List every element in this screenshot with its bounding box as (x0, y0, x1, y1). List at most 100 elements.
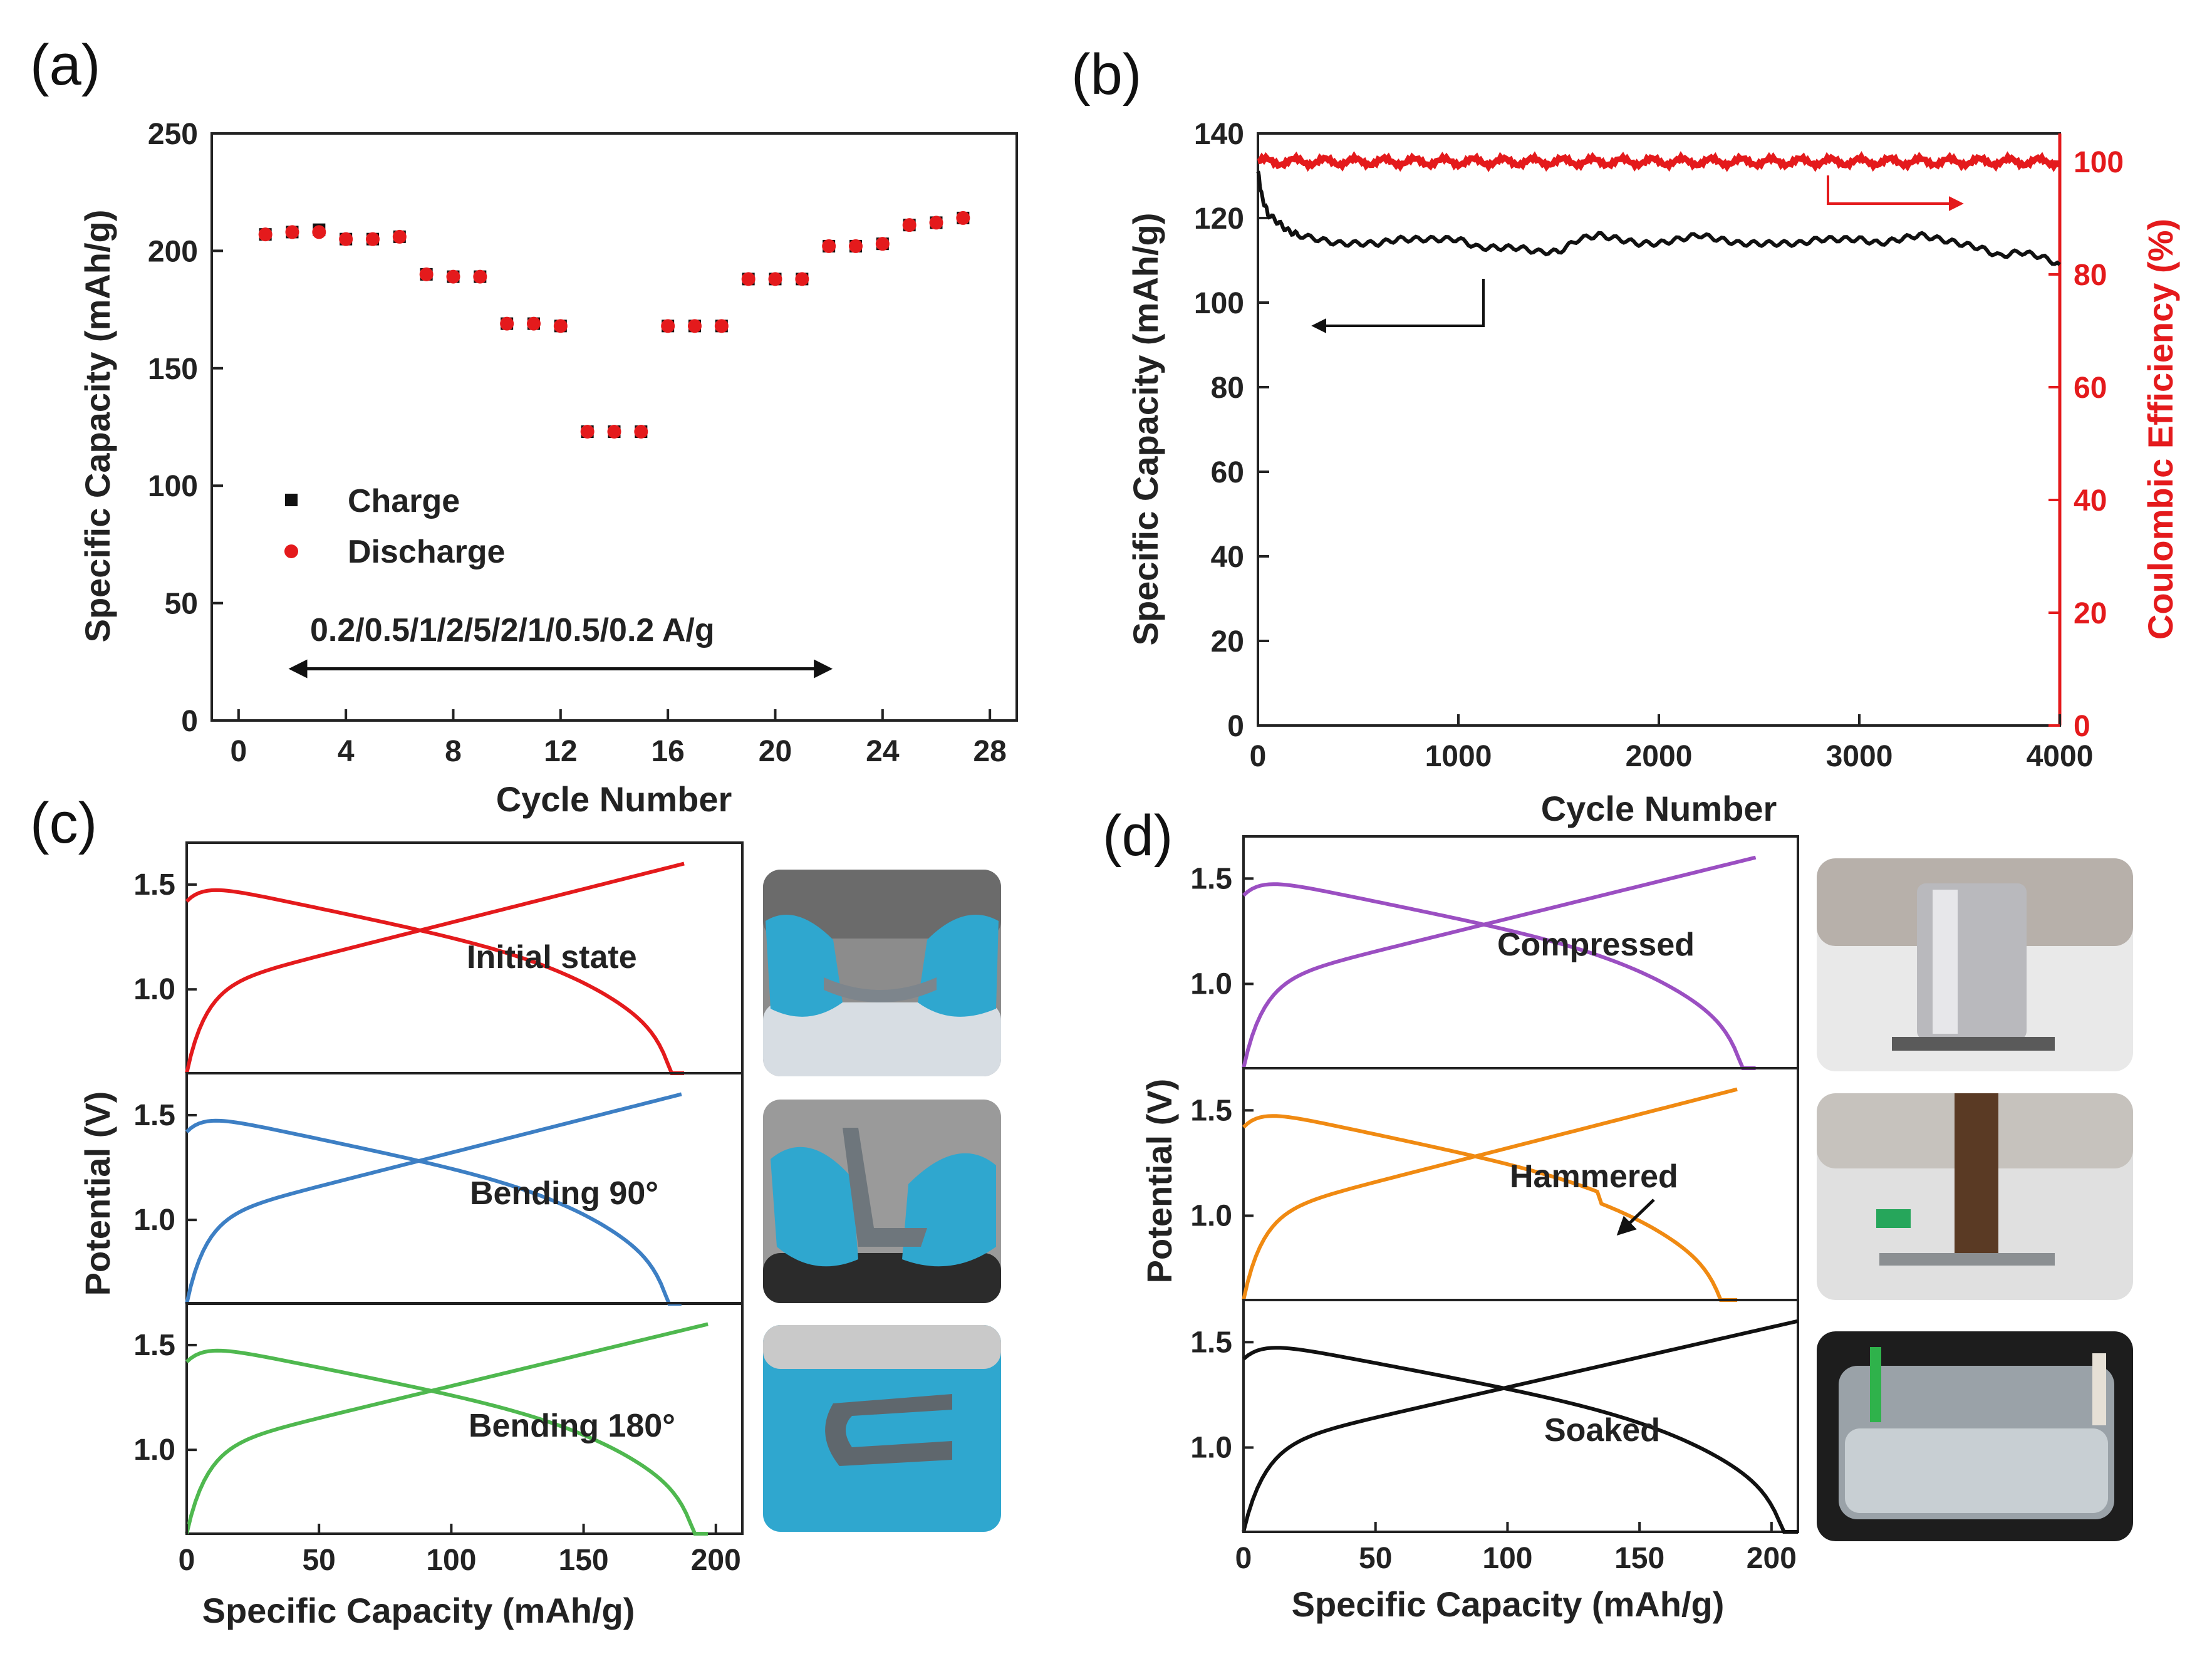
label-initial-state: Initial state (467, 939, 637, 975)
panel-d-subplot-hammered: 1.0 1.5 (1190, 1067, 1799, 1302)
panel-c-subplot-initial: 1.0 1.5 (133, 841, 744, 1075)
photo-initial-state (763, 870, 1001, 1076)
discharge-point (285, 225, 299, 239)
x-tick-label: 24 (866, 735, 900, 768)
discharge-point (822, 239, 836, 253)
y-tick-label: 250 (148, 118, 198, 151)
charge-curve (185, 1092, 682, 1304)
subplot-frame (185, 841, 744, 1074)
hammered-kink-arrow (1616, 1199, 1655, 1236)
discharge-point (607, 424, 621, 439)
discharge-point (500, 316, 514, 331)
panel-label-d: (d) (1103, 804, 1173, 868)
panel-b-frame (1257, 132, 2061, 727)
discharge-point (849, 239, 863, 253)
right-y-tick-label: 80 (2074, 259, 2107, 292)
y-tick-label: 0 (1227, 710, 1244, 743)
charge-curve (1242, 1087, 1738, 1301)
panel-label-b: (b) (1071, 43, 1141, 107)
x-tick-label: 50 (302, 1544, 335, 1577)
y-tick-label: 40 (1211, 541, 1244, 574)
discharge-point (312, 225, 326, 239)
panel-a-y-title: Specific Capacity (mAh/g) (78, 210, 117, 643)
discharge-point (768, 272, 782, 286)
y-tick-label: 200 (148, 235, 198, 268)
discharge-point (392, 229, 407, 244)
label-hammered: Hammered (1510, 1158, 1678, 1195)
y-tick-label: 1.0 (1190, 1431, 1232, 1464)
discharge-point (741, 272, 756, 286)
photo-hammered (1817, 1093, 2133, 1300)
x-tick-label: 12 (544, 735, 577, 768)
panel-b-y-ticks: 0 20 40 60 80 100 120 140 (1194, 118, 1269, 743)
y-tick-label: 140 (1194, 118, 1244, 151)
x-tick-label: 150 (559, 1544, 609, 1577)
x-tick-label: 0 (1235, 1542, 1252, 1575)
discharge-point (929, 216, 943, 230)
panel-a-x-ticks: 0 4 8 12 16 20 24 28 (230, 709, 1007, 768)
panel-c-x-title: Specific Capacity (mAh/g) (202, 1591, 635, 1630)
y-tick-label: 1.5 (1190, 862, 1232, 895)
y-tick-label: 50 (165, 588, 198, 621)
discharge-point (661, 319, 675, 333)
y-tick-label: 1.5 (133, 1329, 175, 1362)
panel-a-rate-chart: 0 4 8 12 16 20 24 28 0 50 100 150 200 250 Cycle Numb… (78, 118, 1018, 819)
discharge-point (956, 211, 970, 225)
x-tick-label: 20 (759, 735, 792, 768)
panel-c-subplot-bending-180: 1.0 1.5 (133, 1302, 744, 1536)
y-tick-label: 1.0 (133, 973, 175, 1006)
photo-soaked (1817, 1331, 2133, 1541)
discharge-point (339, 232, 353, 246)
x-tick-label: 100 (1482, 1542, 1532, 1575)
x-tick-label: 3000 (1826, 740, 1893, 773)
x-tick-label: 4 (338, 735, 355, 768)
x-tick-label: 2000 (1626, 740, 1693, 773)
y-tick-label: 1.0 (1190, 967, 1232, 1001)
x-tick-label: 28 (973, 735, 1006, 768)
panel-b-right-y-title: Coulombic Efficiency (%) (2141, 219, 2180, 640)
photo-compressed (1817, 858, 2133, 1071)
photo-bending-90 (763, 1100, 1001, 1303)
y-tick-label: 1.5 (133, 868, 175, 902)
x-tick-label: 0 (179, 1544, 195, 1577)
right-y-tick-label: 100 (2074, 146, 2124, 179)
discharge-point (902, 218, 916, 232)
x-tick-label: 200 (691, 1544, 741, 1577)
discharge-point (875, 237, 890, 251)
rate-annotation: 0.2/0.5/1/2/5/2/1/0.5/0.2 A/g (310, 612, 715, 648)
panel-d-y-title: Potential (V) (1140, 1079, 1179, 1284)
right-y-tick-label: 40 (2074, 484, 2107, 518)
y-tick-label: 120 (1194, 202, 1244, 236)
charge-curve (185, 861, 685, 1074)
y-tick-label: 80 (1211, 372, 1244, 405)
photo-bending-180 (763, 1325, 1001, 1532)
y-tick-label: 100 (1194, 287, 1244, 320)
right-y-tick-label: 60 (2074, 372, 2107, 405)
panel-a-frame (210, 132, 1018, 722)
panel-b-x-title: Cycle Number (1541, 789, 1777, 828)
subplot-frame (1242, 1299, 1799, 1533)
label-soaked: Soaked (1544, 1412, 1660, 1449)
panel-d-x-ticks: 0 50 100 150 200 (1235, 1522, 1797, 1575)
discharge-point (580, 424, 595, 439)
y-tick-label: 100 (148, 470, 198, 503)
x-tick-label: 8 (445, 735, 462, 768)
panel-a-data-marks (258, 211, 970, 439)
x-tick-label: 0 (230, 735, 247, 768)
right-y-tick-label: 20 (2074, 597, 2107, 630)
discharge-point (553, 319, 568, 333)
subplot-frame (185, 1302, 744, 1535)
discharge-point (446, 269, 460, 284)
panel-a-x-title: Cycle Number (496, 779, 732, 819)
panel-d-x-title: Specific Capacity (mAh/g) (1292, 1584, 1725, 1624)
discharge-curve (1242, 1346, 1798, 1534)
x-tick-label: 1000 (1425, 740, 1492, 773)
specific-capacity-line (1256, 170, 2061, 266)
discharge-point (634, 424, 648, 439)
y-tick-label: 20 (1211, 625, 1244, 658)
y-tick-label: 1.0 (1190, 1199, 1232, 1232)
discharge-curve (1242, 882, 1756, 1070)
legend-discharge-label: Discharge (348, 534, 505, 570)
label-bending-180: Bending 180° (469, 1408, 675, 1444)
x-tick-label: 4000 (2027, 740, 2094, 773)
